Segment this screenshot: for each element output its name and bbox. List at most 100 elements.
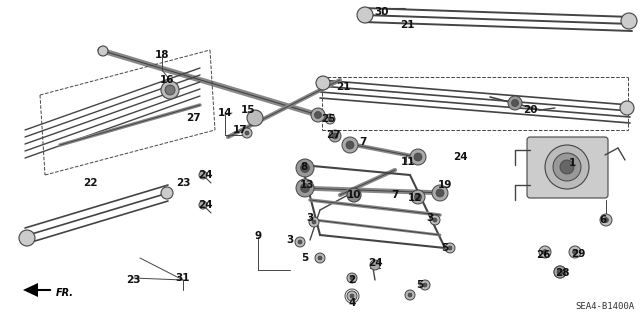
Text: 27: 27 xyxy=(186,113,200,123)
Text: 18: 18 xyxy=(155,50,169,60)
Circle shape xyxy=(433,218,437,222)
Text: 21: 21 xyxy=(400,20,414,30)
Text: 5: 5 xyxy=(301,253,308,263)
Circle shape xyxy=(19,230,35,246)
Text: 22: 22 xyxy=(83,178,97,188)
Text: 5: 5 xyxy=(442,243,449,253)
Text: 24: 24 xyxy=(198,200,212,210)
Circle shape xyxy=(557,269,563,275)
Circle shape xyxy=(298,240,302,244)
Circle shape xyxy=(600,214,612,226)
Circle shape xyxy=(415,194,422,201)
Circle shape xyxy=(165,85,175,95)
Circle shape xyxy=(573,249,577,254)
Circle shape xyxy=(296,159,314,177)
Circle shape xyxy=(448,246,452,250)
Circle shape xyxy=(314,112,321,118)
Circle shape xyxy=(301,183,310,192)
Text: FR.: FR. xyxy=(56,288,74,298)
Circle shape xyxy=(445,243,455,253)
Circle shape xyxy=(309,217,319,227)
Circle shape xyxy=(329,130,341,142)
Circle shape xyxy=(347,291,357,301)
Polygon shape xyxy=(23,283,38,297)
Text: 4: 4 xyxy=(348,298,356,308)
Circle shape xyxy=(242,128,252,138)
Text: 26: 26 xyxy=(536,250,550,260)
Circle shape xyxy=(511,100,518,107)
Text: 29: 29 xyxy=(571,249,585,259)
Text: 7: 7 xyxy=(391,190,399,200)
Circle shape xyxy=(545,145,589,189)
Circle shape xyxy=(557,270,563,274)
Text: 23: 23 xyxy=(176,178,190,188)
Text: 15: 15 xyxy=(241,105,255,115)
Text: 5: 5 xyxy=(417,280,424,290)
Text: SEA4-B1400A: SEA4-B1400A xyxy=(576,302,635,311)
Circle shape xyxy=(295,237,305,247)
Text: 25: 25 xyxy=(321,114,335,124)
Circle shape xyxy=(621,13,637,29)
Circle shape xyxy=(301,164,310,173)
Circle shape xyxy=(405,290,415,300)
Text: 13: 13 xyxy=(300,180,314,190)
Text: 16: 16 xyxy=(160,75,174,85)
Circle shape xyxy=(543,249,547,254)
Circle shape xyxy=(245,131,249,135)
Text: 14: 14 xyxy=(218,108,232,118)
Circle shape xyxy=(604,218,609,222)
Text: 2: 2 xyxy=(348,275,356,285)
Circle shape xyxy=(414,153,422,161)
Text: 12: 12 xyxy=(408,193,422,203)
Circle shape xyxy=(436,189,444,197)
Text: 30: 30 xyxy=(375,7,389,17)
Text: 27: 27 xyxy=(326,130,340,140)
Circle shape xyxy=(311,108,325,122)
Circle shape xyxy=(199,201,207,209)
Circle shape xyxy=(161,187,173,199)
Text: 24: 24 xyxy=(368,258,382,268)
Circle shape xyxy=(312,220,316,224)
Circle shape xyxy=(539,246,551,258)
Circle shape xyxy=(569,246,581,258)
Circle shape xyxy=(328,117,332,121)
Circle shape xyxy=(620,101,634,115)
Text: 19: 19 xyxy=(438,180,452,190)
Text: 1: 1 xyxy=(568,158,575,168)
Circle shape xyxy=(296,179,314,197)
Text: 11: 11 xyxy=(401,157,415,167)
Circle shape xyxy=(423,283,427,287)
Circle shape xyxy=(553,153,581,181)
Text: 10: 10 xyxy=(347,190,361,200)
Text: 3: 3 xyxy=(307,213,314,223)
Circle shape xyxy=(508,96,522,110)
Circle shape xyxy=(325,114,335,124)
Circle shape xyxy=(247,110,263,126)
Text: 24: 24 xyxy=(452,152,467,162)
Circle shape xyxy=(370,260,380,270)
Circle shape xyxy=(410,149,426,165)
Text: 20: 20 xyxy=(523,105,537,115)
Circle shape xyxy=(560,160,574,174)
Text: 31: 31 xyxy=(176,273,190,283)
Text: 9: 9 xyxy=(255,231,262,241)
Circle shape xyxy=(350,276,354,280)
Circle shape xyxy=(332,133,338,139)
Circle shape xyxy=(357,7,373,23)
FancyBboxPatch shape xyxy=(527,137,608,198)
Text: 6: 6 xyxy=(600,215,607,225)
Circle shape xyxy=(316,76,330,90)
Circle shape xyxy=(554,266,566,278)
Circle shape xyxy=(199,171,207,179)
Circle shape xyxy=(347,188,361,202)
Circle shape xyxy=(98,46,108,56)
Circle shape xyxy=(432,185,448,201)
Circle shape xyxy=(350,294,354,298)
Circle shape xyxy=(346,141,354,149)
Circle shape xyxy=(161,81,179,99)
Circle shape xyxy=(430,215,440,225)
Text: 3: 3 xyxy=(426,213,434,223)
Text: 21: 21 xyxy=(336,82,350,92)
Circle shape xyxy=(347,273,357,283)
Text: 7: 7 xyxy=(359,137,367,147)
